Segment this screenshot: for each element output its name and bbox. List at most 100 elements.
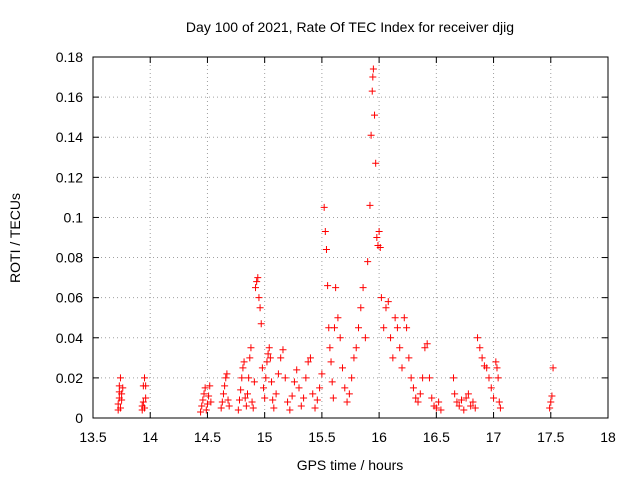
data-point bbox=[425, 374, 433, 382]
data-point bbox=[295, 384, 303, 392]
data-point bbox=[142, 394, 150, 402]
data-point bbox=[279, 346, 287, 354]
data-point bbox=[451, 390, 459, 398]
data-point bbox=[458, 396, 466, 404]
y-tick-label: 0.14 bbox=[56, 129, 83, 145]
data-point bbox=[198, 402, 206, 410]
tick-marks bbox=[92, 56, 609, 419]
data-point bbox=[336, 334, 344, 342]
data-point bbox=[252, 284, 260, 292]
data-point bbox=[380, 324, 388, 332]
data-point bbox=[118, 396, 126, 404]
data-point bbox=[277, 354, 285, 362]
data-point bbox=[494, 374, 502, 382]
data-point bbox=[266, 354, 274, 362]
data-point bbox=[248, 398, 256, 406]
data-point bbox=[403, 324, 411, 332]
data-point bbox=[200, 390, 208, 398]
data-point bbox=[471, 404, 479, 412]
data-point bbox=[297, 402, 305, 410]
y-tick-label: 0.18 bbox=[56, 49, 83, 65]
plot-frame bbox=[92, 56, 609, 419]
data-point bbox=[483, 364, 491, 372]
data-point bbox=[239, 364, 247, 372]
data-point bbox=[257, 320, 265, 328]
data-point bbox=[199, 396, 207, 404]
data-point bbox=[334, 314, 342, 322]
data-point bbox=[382, 304, 390, 312]
data-point bbox=[469, 398, 477, 406]
data-point bbox=[288, 392, 296, 400]
data-point bbox=[549, 364, 557, 372]
data-point bbox=[369, 65, 377, 73]
data-point bbox=[357, 304, 365, 312]
data-point bbox=[405, 354, 413, 362]
data-point bbox=[389, 354, 397, 362]
data-point bbox=[437, 406, 445, 414]
data-point bbox=[547, 398, 555, 406]
data-point bbox=[284, 398, 292, 406]
data-point bbox=[237, 386, 245, 394]
data-point bbox=[247, 344, 255, 352]
data-point bbox=[241, 394, 249, 402]
data-point bbox=[546, 404, 554, 412]
data-point bbox=[352, 344, 360, 352]
data-point bbox=[326, 344, 334, 352]
data-point bbox=[368, 87, 376, 95]
data-point bbox=[428, 394, 436, 402]
data-point bbox=[249, 404, 257, 412]
x-tick-label: 15 bbox=[257, 429, 273, 445]
x-tick-label: 13.5 bbox=[79, 429, 106, 445]
data-point bbox=[495, 398, 503, 406]
data-point bbox=[321, 227, 329, 235]
data-point bbox=[467, 402, 475, 410]
data-point bbox=[245, 374, 253, 382]
data-point bbox=[293, 366, 301, 374]
data-point bbox=[222, 374, 230, 382]
data-point bbox=[116, 404, 124, 412]
data-point bbox=[419, 374, 427, 382]
data-point bbox=[345, 390, 353, 398]
data-point bbox=[493, 364, 501, 372]
data-point bbox=[421, 344, 429, 352]
y-tick-labels: 0 0.02 0.04 0.06 0.08 0.1 0.12 0.14 0.16 0.18 bbox=[56, 49, 83, 426]
data-point bbox=[492, 358, 500, 366]
data-point bbox=[206, 382, 214, 390]
data-point bbox=[409, 384, 417, 392]
data-point bbox=[341, 384, 349, 392]
data-point bbox=[202, 406, 210, 414]
x-tick-label: 14 bbox=[142, 429, 158, 445]
y-axis-label: ROTI / TECUs bbox=[7, 193, 23, 283]
data-point bbox=[348, 374, 356, 382]
x-tick-label: 16.5 bbox=[423, 429, 450, 445]
data-point bbox=[375, 227, 383, 235]
data-point bbox=[398, 364, 406, 372]
data-point bbox=[474, 334, 482, 342]
data-point bbox=[263, 358, 271, 366]
data-point bbox=[338, 364, 346, 372]
data-point bbox=[262, 374, 270, 382]
data-point bbox=[254, 274, 262, 282]
data-point bbox=[253, 278, 261, 286]
data-point bbox=[302, 374, 310, 382]
data-point bbox=[416, 390, 424, 398]
y-tick-label: 0.12 bbox=[56, 169, 83, 185]
data-point bbox=[269, 396, 277, 404]
data-point bbox=[258, 364, 266, 372]
data-point bbox=[423, 340, 431, 348]
x-tick-label: 16 bbox=[371, 429, 387, 445]
data-point bbox=[455, 402, 463, 410]
x-axis-label: GPS time / hours bbox=[297, 457, 404, 473]
data-point bbox=[453, 398, 461, 406]
data-point bbox=[141, 374, 148, 382]
data-point bbox=[238, 374, 246, 382]
data-point bbox=[250, 378, 258, 386]
data-point bbox=[396, 344, 404, 352]
data-point bbox=[256, 304, 264, 312]
data-point bbox=[487, 384, 495, 392]
y-tick-label: 0.04 bbox=[56, 330, 83, 346]
data-point bbox=[478, 354, 486, 362]
data-point bbox=[114, 400, 122, 408]
y-tick-label: 0.08 bbox=[56, 250, 83, 266]
